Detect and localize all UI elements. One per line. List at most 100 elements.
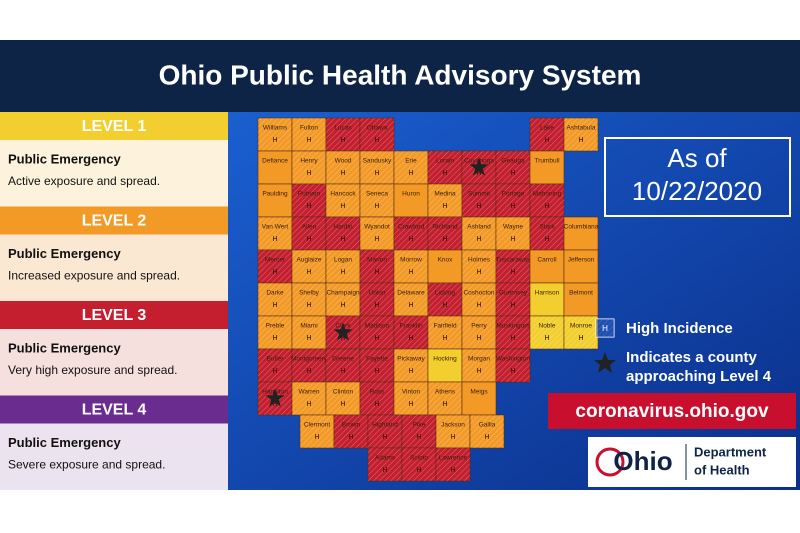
level-description: Active exposure and spread. xyxy=(8,174,160,188)
county-hatch xyxy=(292,217,326,250)
county-h: H xyxy=(510,269,515,276)
county-hatch xyxy=(292,250,326,283)
county-h: H xyxy=(450,434,455,441)
county-h: H xyxy=(374,170,379,177)
county-name: Stark xyxy=(539,224,555,231)
county-name: Ross xyxy=(370,389,386,396)
level-body xyxy=(0,234,228,301)
county-hatch xyxy=(462,184,496,217)
county-hatch xyxy=(564,316,598,349)
county-hatch xyxy=(360,151,394,184)
county-name: Darke xyxy=(266,290,284,297)
county-name: Lorain xyxy=(436,158,454,165)
county-name: Muskingum xyxy=(496,323,529,330)
county-h: H xyxy=(374,269,379,276)
county-h: H xyxy=(476,269,481,276)
county-name: Hardin xyxy=(333,224,353,231)
county-name: Greene xyxy=(332,356,354,363)
legend-high-incidence: High Incidence xyxy=(626,320,733,337)
county-name: Hocking xyxy=(433,356,457,363)
county-name: Wyandot xyxy=(364,224,390,231)
county-hatch xyxy=(292,349,326,382)
county-name: Fayette xyxy=(366,356,388,363)
county-h: H xyxy=(340,170,345,177)
county-name: Clermont xyxy=(304,422,331,429)
county-hatch xyxy=(496,316,530,349)
county-h: H xyxy=(476,302,481,309)
county-name: Crawford xyxy=(398,224,425,231)
county-hatch xyxy=(496,283,530,316)
county-h: H xyxy=(476,335,481,342)
hatch-swatch-bg xyxy=(596,319,614,337)
header-band xyxy=(0,40,800,112)
title: Ohio Public Health Advisory System xyxy=(159,59,642,90)
county-name: Fulton xyxy=(300,125,318,132)
county xyxy=(563,216,599,251)
county-h: H xyxy=(306,170,311,177)
county-hatch xyxy=(428,151,462,184)
county-hatch xyxy=(258,250,292,283)
county-name: Jefferson xyxy=(568,257,595,264)
date-box xyxy=(604,137,791,217)
county-name: Shelby xyxy=(299,290,320,297)
county-h: H xyxy=(476,368,481,375)
county-name: Wayne xyxy=(503,224,523,231)
county-h: H xyxy=(578,335,583,342)
county xyxy=(393,183,429,218)
county-name: Delaware xyxy=(397,290,425,297)
county-h: H xyxy=(340,137,345,144)
county-h: H xyxy=(382,467,387,474)
county-h: H xyxy=(578,137,583,144)
county-name: Clinton xyxy=(333,389,354,396)
level-heading: Public Emergency xyxy=(8,340,121,355)
county xyxy=(427,348,463,383)
county-hatch xyxy=(428,382,462,415)
county-hatch xyxy=(496,349,530,382)
county-h: H xyxy=(340,302,345,309)
county-hatch xyxy=(564,118,598,151)
county-hatch xyxy=(326,283,360,316)
county-hatch xyxy=(326,118,360,151)
county-name: Geauga xyxy=(501,158,525,165)
county-h: H xyxy=(306,236,311,243)
county-name: Morrow xyxy=(400,257,422,264)
county-name: Mahoning xyxy=(533,191,562,198)
county-name: Meigs xyxy=(470,389,488,396)
county-h: H xyxy=(510,203,515,210)
level-header xyxy=(0,112,228,140)
county-name: Belmont xyxy=(569,290,593,297)
county-name: Franklin xyxy=(399,323,423,330)
county-hatch xyxy=(394,217,428,250)
county-h: H xyxy=(408,335,413,342)
county-name: Warren xyxy=(298,389,319,396)
county-hatch xyxy=(368,448,402,481)
county-hatch xyxy=(402,448,436,481)
county-hatch xyxy=(292,316,326,349)
county-star xyxy=(265,388,285,407)
county-name: Wood xyxy=(335,158,352,165)
county-name: Adams xyxy=(375,455,396,462)
county-h: H xyxy=(374,137,379,144)
level-description: Very high exposure and spread. xyxy=(8,363,177,377)
county-name: Seneca xyxy=(366,191,388,198)
level-header xyxy=(0,395,228,424)
county-name: Putnam xyxy=(298,191,320,198)
county-name: Holmes xyxy=(468,257,491,264)
level-body xyxy=(0,140,228,207)
county-hatch xyxy=(470,415,504,448)
county-h: H xyxy=(476,170,481,177)
county-name: Guernsey xyxy=(499,290,528,297)
county-hatch xyxy=(326,349,360,382)
level-description: Increased exposure and spread. xyxy=(8,269,180,283)
county-name: Columbiana xyxy=(564,224,599,231)
county-name: Fairfield xyxy=(433,323,457,330)
county-name: Logan xyxy=(334,257,352,264)
county-h: H xyxy=(476,236,481,243)
county-hatch xyxy=(530,184,564,217)
county-hatch xyxy=(496,151,530,184)
county-name: Hancock xyxy=(330,191,356,198)
county-h: H xyxy=(510,236,515,243)
county-name: Brown xyxy=(342,422,361,429)
date-prefix: As of xyxy=(667,143,727,173)
county-h: H xyxy=(476,203,481,210)
